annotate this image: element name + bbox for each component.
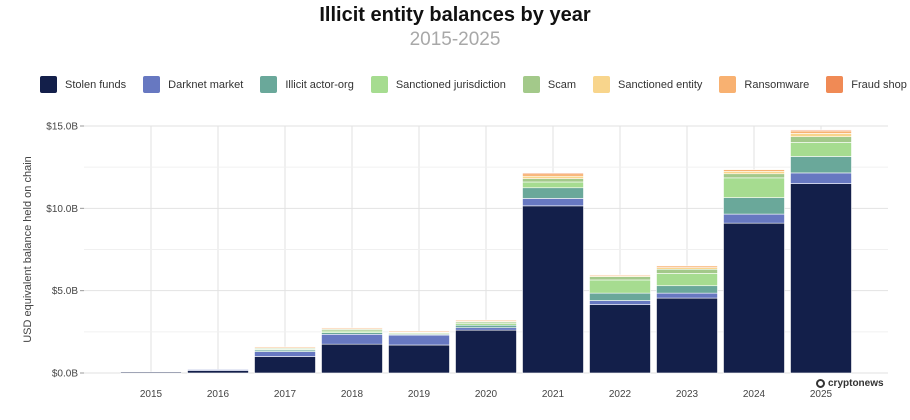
- bar-segment-2024-sanctioned-jurisdiction: [723, 177, 785, 198]
- bar-segment-2025-scam: [790, 136, 852, 143]
- legend-item-illicit-actor-org: Illicit actor-org: [260, 76, 354, 93]
- bar-segment-2019-darknet-market: [388, 334, 450, 346]
- y-tick-label: $10.0B: [46, 204, 78, 215]
- bar-segment-2017-darknet-market: [254, 351, 316, 357]
- legend-label: Scam: [547, 78, 577, 91]
- bar-segment-2024-sanctioned-entity: [723, 170, 785, 175]
- bar-segment-2023-sanctioned-jurisdiction: [656, 273, 718, 287]
- bar-segment-2021-sanctioned-entity: [522, 175, 584, 179]
- y-tick-label: $0.0B: [52, 369, 78, 380]
- bar-segment-2020-darknet-market: [455, 327, 517, 331]
- legend-label: Illicit actor-org: [285, 78, 354, 91]
- bar-segment-2018-darknet-market: [321, 334, 383, 345]
- bar-segment-2025-fraud-shop: [790, 129, 852, 132]
- cryptonews-logo-icon: [816, 379, 825, 388]
- legend-item-sanctioned-entity: Sanctioned entity: [593, 76, 702, 93]
- bar-segment-2024-darknet-market: [723, 213, 785, 224]
- legend-swatch: [260, 76, 278, 93]
- legend-item-stolen-funds: Stolen funds: [40, 76, 126, 93]
- bar-segment-2023-scam: [656, 268, 718, 274]
- legend-label: Sanctioned jurisdiction: [395, 78, 506, 91]
- bar-segment-2021-darknet-market: [522, 198, 584, 207]
- legend-item-scam: Scam: [522, 76, 577, 93]
- legend-swatch: [522, 76, 540, 93]
- x-tick-label: 2015: [140, 389, 163, 400]
- legend-swatch: [826, 76, 844, 93]
- bar-segment-2019-ransomware: [388, 330, 450, 333]
- legend-swatch: [593, 76, 611, 93]
- bar-segment-2019-stolen-funds: [388, 344, 450, 374]
- legend-item-ransomware: Ransomware: [719, 76, 809, 93]
- bar-segment-2021-scam: [522, 178, 584, 183]
- bar-segment-2018-ransomware: [321, 327, 383, 330]
- bar-segment-2016-darknet-market: [187, 369, 249, 371]
- x-tick-label: 2020: [475, 389, 498, 400]
- legend-label: Darknet market: [168, 78, 244, 91]
- chart-title: Illicit entity balances by year: [319, 4, 591, 26]
- bar-segment-2020-illicit-actor-org: [455, 324, 517, 329]
- x-tick-label: 2016: [207, 389, 230, 400]
- bar-segment-2020-ransomware: [455, 319, 517, 322]
- legend-swatch: [40, 76, 57, 93]
- bar-segment-2024-scam: [723, 173, 785, 179]
- bar-segment-2023-ransomware: [656, 265, 718, 268]
- watermark: cryptonews: [816, 378, 884, 389]
- bar-segment-2021-stolen-funds: [522, 205, 584, 374]
- bar-segment-2022-scam: [589, 276, 651, 281]
- bar-segment-2021-ransomware: [522, 173, 584, 177]
- bar-segment-2021-illicit-actor-org: [522, 187, 584, 199]
- bar-segment-2025-illicit-actor-org: [790, 156, 852, 174]
- bar-segment-2023-stolen-funds: [656, 297, 718, 374]
- x-tick-label: 2023: [676, 389, 699, 400]
- legend-item-sanctioned-jurisdiction: Sanctioned jurisdiction: [370, 76, 506, 93]
- chart-legend: Stolen funds Darknet market Illicit actor-…: [40, 76, 910, 93]
- bar-segment-2018-stolen-funds: [321, 343, 383, 374]
- bar-segment-2017-ransomware: [254, 346, 316, 349]
- legend-label: Fraud shop: [851, 78, 907, 91]
- legend-swatch: [143, 76, 161, 93]
- bar-segment-2015-stolen-funds: [120, 371, 182, 374]
- bar-segment-2025-stolen-funds: [790, 183, 852, 374]
- bar-segment-2024-ransomware: [723, 169, 785, 172]
- legend-label: Sanctioned entity: [618, 78, 703, 91]
- bar-segment-2024-stolen-funds: [723, 222, 785, 374]
- bar-segment-2024-illicit-actor-org: [723, 197, 785, 215]
- x-tick-label: 2017: [274, 389, 297, 400]
- x-tick-label: 2018: [341, 389, 364, 400]
- legend-item-fraud-shop: Fraud shop: [826, 76, 907, 93]
- bar-segment-2020-stolen-funds: [455, 329, 517, 374]
- bar-segment-2025-sanctioned-entity: [790, 133, 852, 138]
- bar-segment-2022-sanctioned-jurisdiction: [589, 279, 651, 294]
- bar-segment-2021-fraud-shop: [522, 172, 584, 175]
- bar-segment-2022-illicit-actor-org: [589, 292, 651, 301]
- bar-segment-2025-sanctioned-jurisdiction: [790, 142, 852, 157]
- x-tick-label: 2019: [408, 389, 431, 400]
- y-tick-label: $15.0B: [46, 122, 78, 133]
- bar-segment-2022-darknet-market: [589, 300, 651, 305]
- bar-segment-2025-darknet-market: [790, 172, 852, 184]
- bar-segment-2022-stolen-funds: [589, 304, 651, 374]
- bar-segment-2017-stolen-funds: [254, 356, 316, 374]
- y-tick-label: $5.0B: [52, 286, 78, 297]
- legend-swatch: [370, 76, 388, 93]
- bar-segment-2022-ransomware: [589, 274, 651, 277]
- x-tick-label: 2021: [542, 389, 565, 400]
- bar-segment-2023-illicit-actor-org: [656, 285, 718, 294]
- bar-segment-2025-ransomware: [790, 130, 852, 134]
- chart-subtitle: 2015-2025: [409, 29, 501, 50]
- legend-item-darknet-market: Darknet market: [143, 76, 243, 93]
- watermark-text: cryptonews: [828, 378, 884, 389]
- legend-label: Stolen funds: [65, 78, 127, 91]
- x-tick-label: 2024: [743, 389, 766, 400]
- bar-segment-2016-stolen-funds: [187, 370, 249, 374]
- legend-label: Ransomware: [744, 78, 810, 91]
- bar-segment-2023-darknet-market: [656, 292, 718, 299]
- y-axis-title: USD equivalent balance held on chain: [22, 156, 34, 343]
- x-tick-label: 2022: [609, 389, 632, 400]
- legend-swatch: [719, 76, 737, 93]
- x-tick-label: 2025: [810, 389, 833, 400]
- bar-segment-2021-sanctioned-jurisdiction: [522, 181, 584, 189]
